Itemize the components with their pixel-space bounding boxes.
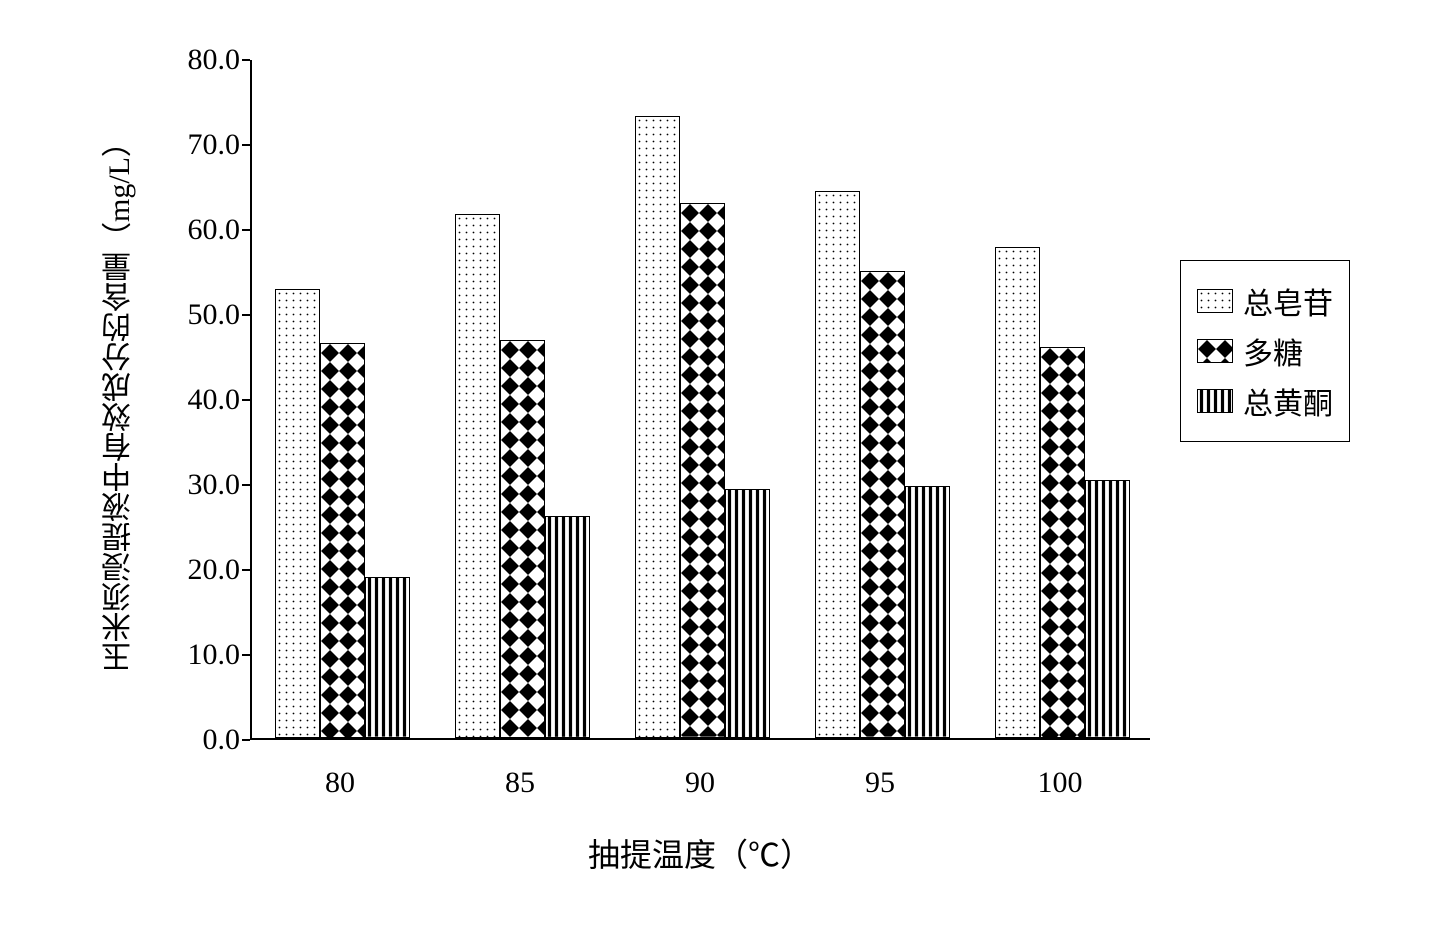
y-axis-label: 玉米须浸提液中有效成分的含量（mg/L） [75, 60, 165, 740]
y-tick-mark [242, 59, 250, 61]
y-tick-mark [242, 399, 250, 401]
x-axis-label: 抽提温度（℃） [250, 830, 1150, 876]
legend-swatch [1197, 339, 1233, 363]
bar [725, 489, 770, 738]
x-tick-label: 100 [1038, 766, 1083, 800]
y-tick-mark [242, 144, 250, 146]
y-tick-mark [242, 484, 250, 486]
y-tick-label: 30.0 [170, 468, 240, 502]
y-tick-label: 80.0 [170, 43, 240, 77]
bar [680, 203, 725, 738]
bar [455, 214, 500, 738]
y-axis-label-line: 玉米须浸提液中有效成分的含量 [98, 253, 142, 673]
y-axis-label-line: （mg/L） [98, 128, 142, 253]
legend-label: 总皂苷 [1243, 279, 1333, 323]
legend-swatch [1197, 389, 1233, 413]
bar [320, 343, 365, 738]
x-tick-label: 80 [325, 766, 355, 800]
legend-item: 总黄酮 [1197, 379, 1333, 423]
y-tick-label: 20.0 [170, 553, 240, 587]
bar [1040, 347, 1085, 738]
legend: 总皂苷多糖总黄酮 [1180, 260, 1350, 442]
y-tick-mark [242, 739, 250, 741]
bar [1085, 480, 1130, 738]
y-tick-label: 10.0 [170, 638, 240, 672]
y-tick-label: 70.0 [170, 128, 240, 162]
bar [545, 516, 590, 738]
y-tick-mark [242, 314, 250, 316]
x-tick-label: 90 [685, 766, 715, 800]
x-tick-label: 85 [505, 766, 535, 800]
bar [860, 271, 905, 738]
bar [275, 289, 320, 738]
y-tick-label: 0.0 [170, 723, 240, 757]
legend-item: 总皂苷 [1197, 279, 1333, 323]
y-tick-mark [242, 229, 250, 231]
bar [500, 340, 545, 738]
plot-area [250, 60, 1150, 740]
y-tick-label: 40.0 [170, 383, 240, 417]
legend-item: 多糖 [1197, 329, 1333, 373]
y-tick-mark [242, 654, 250, 656]
chart-container: 玉米须浸提液中有效成分的含量（mg/L） 抽提温度（℃） 总皂苷多糖总黄酮 0.… [20, 20, 1440, 928]
bar [635, 116, 680, 738]
legend-label: 多糖 [1243, 329, 1303, 373]
x-tick-label: 95 [865, 766, 895, 800]
y-tick-label: 60.0 [170, 213, 240, 247]
bar [365, 577, 410, 738]
legend-swatch [1197, 289, 1233, 313]
legend-label: 总黄酮 [1243, 379, 1333, 423]
y-tick-label: 50.0 [170, 298, 240, 332]
bar [905, 486, 950, 738]
y-tick-mark [242, 569, 250, 571]
bar [815, 191, 860, 738]
bar [995, 247, 1040, 738]
